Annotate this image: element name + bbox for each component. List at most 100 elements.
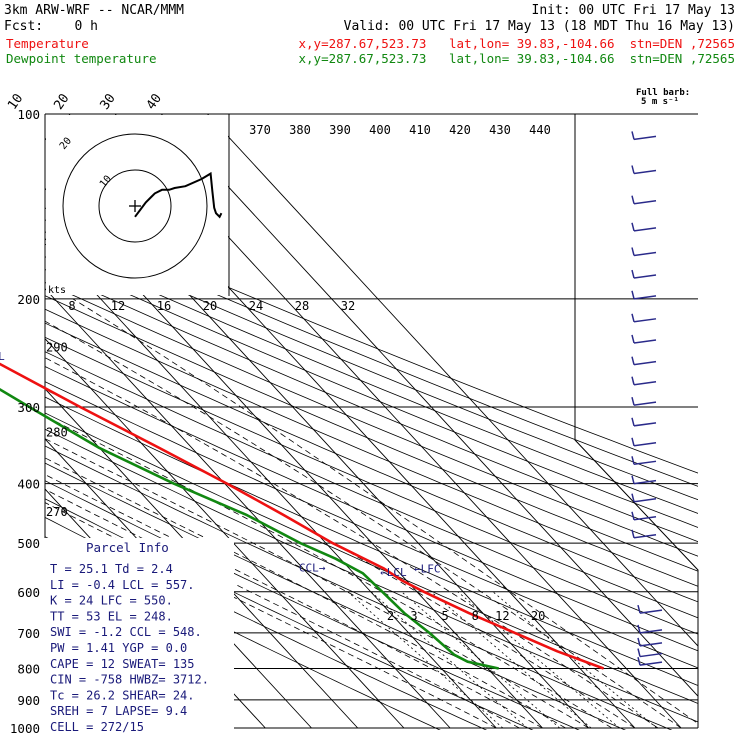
wind-barbs bbox=[631, 131, 663, 666]
wind-barb-staff bbox=[633, 135, 657, 141]
dry-adiabat-line bbox=[45, 256, 698, 528]
wind-barb-staff bbox=[633, 460, 657, 466]
wind-barb-flag bbox=[637, 648, 641, 657]
pressure-tick-label: 400 bbox=[17, 477, 40, 492]
legend-dewpoint-location: x,y=287.67,523.73 lat,lon= 39.83,-104.66… bbox=[299, 51, 736, 66]
wind-barb bbox=[631, 313, 657, 323]
legend-temperature-label: Temperature bbox=[6, 36, 89, 51]
wind-barb-flag bbox=[631, 417, 635, 427]
wind-barb bbox=[631, 456, 657, 466]
isotherm-line bbox=[45, 287, 451, 729]
wind-barb-flag bbox=[631, 396, 635, 406]
parcel-info-line: CIN = -758 HWBZ= 3712. bbox=[50, 673, 209, 687]
moist-adiabat-line bbox=[45, 415, 613, 729]
hodograph-scale-label: 20 bbox=[203, 299, 217, 313]
dry-adiabat-line bbox=[45, 231, 698, 501]
moist-adiabat-line bbox=[45, 474, 543, 729]
mixing-ratio-label: 12 bbox=[495, 609, 509, 623]
hodograph-scale-label: 8 bbox=[68, 299, 75, 313]
hodograph-scale-label: 16 bbox=[157, 299, 171, 313]
wind-barb-flag bbox=[631, 313, 635, 322]
hodograph-scale-label: 28 bbox=[295, 299, 309, 313]
pressure-tick-label: 600 bbox=[17, 585, 40, 600]
hodograph-background bbox=[46, 115, 228, 295]
wind-barb bbox=[631, 511, 657, 521]
parcel-info-line: LI = -0.4 LCL = 557. bbox=[50, 578, 195, 592]
hodograph-scale-label: 32 bbox=[341, 299, 355, 313]
wind-barb bbox=[631, 417, 657, 427]
parcel-info-line: CELL = 272/15 bbox=[50, 720, 144, 734]
isotherm-label: 40 bbox=[144, 91, 165, 112]
dry-adiabat-line bbox=[45, 396, 698, 686]
wind-barb-flag bbox=[631, 222, 635, 232]
mixing-ratio-label: 8 bbox=[472, 609, 479, 623]
wind-barb bbox=[631, 529, 657, 539]
pressure-tick-label: 200 bbox=[17, 292, 40, 307]
legend-dewpoint-label: Dewpoint temperature bbox=[6, 51, 157, 66]
dry-adiabat-line bbox=[45, 462, 626, 730]
level-marker: ←EL bbox=[0, 350, 5, 363]
legend-temperature-location: x,y=287.67,523.73 lat,lon= 39.83,-104.66… bbox=[299, 36, 736, 51]
wind-barb-staff bbox=[633, 199, 657, 205]
wind-barb bbox=[631, 290, 657, 300]
wind-barb bbox=[631, 437, 657, 447]
dry-adiabat-line bbox=[45, 207, 698, 474]
barb-legend-title: Full barb: bbox=[636, 88, 690, 98]
moist-adiabat-line bbox=[72, 298, 698, 725]
wind-barb-staff bbox=[633, 479, 657, 485]
wind-barb-flag bbox=[631, 475, 635, 484]
wind-barb bbox=[631, 356, 657, 366]
level-marker: ←LFC bbox=[414, 563, 441, 576]
level-marker: ←LCL bbox=[380, 566, 407, 579]
theta-label: 390 bbox=[329, 123, 351, 137]
hodograph-trace bbox=[134, 171, 223, 219]
parcel-info-line: SREH = 7 LAPSE= 9.4 bbox=[50, 704, 187, 718]
isotherm-label: 30 bbox=[98, 91, 119, 112]
pressure-tick-label: 300 bbox=[17, 400, 40, 415]
wind-barb-flag bbox=[637, 637, 641, 647]
wind-barb-flag bbox=[637, 656, 641, 666]
level-marker: CCL→ bbox=[299, 562, 326, 575]
pressure-tick-label: 800 bbox=[17, 661, 40, 676]
theta-label: 380 bbox=[289, 123, 311, 137]
theta-label: 290 bbox=[46, 340, 68, 354]
isotherm-line bbox=[45, 237, 497, 729]
wind-barb bbox=[637, 656, 663, 666]
parcel-info-line: T = 25.1 Td = 2.4 bbox=[50, 562, 173, 576]
wind-barb-flag bbox=[631, 376, 635, 385]
parcel-info-title: Parcel Info bbox=[86, 540, 169, 555]
dry-adiabat-line bbox=[45, 282, 698, 557]
wind-barb-staff bbox=[633, 534, 657, 539]
wind-barb-staff bbox=[633, 318, 657, 323]
dry-adiabat-line bbox=[45, 268, 698, 543]
parcel-info-line: Tc = 26.2 SHEAR= 24. bbox=[50, 688, 195, 702]
axis-labels-layer: 1002003004005006007008009001000-80-70-60… bbox=[5, 91, 551, 736]
theta-label: 430 bbox=[489, 123, 511, 137]
wind-barb-flag bbox=[631, 511, 635, 520]
parcel-info-line: K = 24 LFC = 550. bbox=[50, 594, 173, 608]
pressure-tick-label: 100 bbox=[17, 107, 40, 122]
wind-barb-staff bbox=[633, 295, 657, 300]
isotherm-label: 20 bbox=[51, 91, 72, 112]
dry-adiabat-line bbox=[45, 295, 698, 572]
mixing-ratio-label: 20 bbox=[531, 609, 545, 623]
wind-barb-flag bbox=[637, 604, 641, 614]
wind-barb-flag bbox=[631, 290, 635, 300]
dry-adiabat-line bbox=[45, 381, 698, 669]
wind-barb-flag bbox=[637, 624, 641, 634]
moist-adiabat-line bbox=[45, 438, 589, 729]
isotherm-line bbox=[207, 114, 698, 647]
wind-barb-flag bbox=[631, 456, 635, 465]
wind-barb bbox=[631, 475, 657, 485]
hodograph-ring-10 bbox=[98, 169, 172, 243]
wind-barb-flag bbox=[631, 529, 635, 538]
theta-label: 410 bbox=[409, 123, 431, 137]
wind-barb-staff bbox=[639, 609, 663, 614]
wind-barb-staff bbox=[633, 497, 657, 503]
wind-barb-flag bbox=[631, 334, 635, 344]
wind-barb-staff bbox=[633, 227, 657, 232]
header-fcst: Fcst: 0 h bbox=[4, 19, 98, 34]
